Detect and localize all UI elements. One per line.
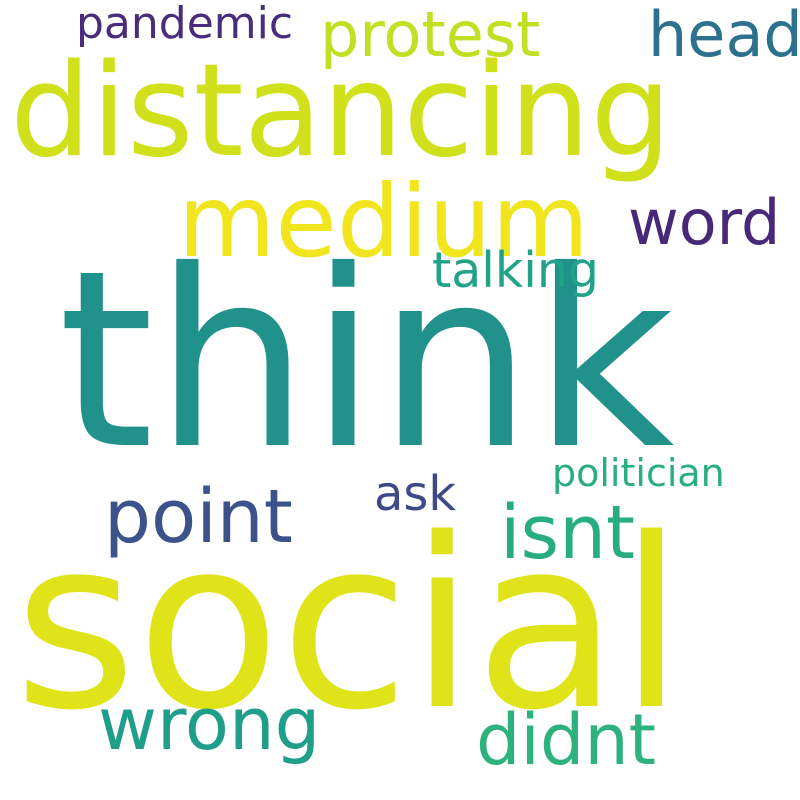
word-talking: talking xyxy=(432,242,600,299)
word-distancing: distancing xyxy=(10,37,672,186)
word-head: head xyxy=(648,0,800,71)
word-isnt: isnt xyxy=(500,490,636,576)
word-didnt: didnt xyxy=(476,699,657,781)
word-word: word xyxy=(628,186,781,259)
word-social: social xyxy=(14,489,685,762)
word-wrong: wrong xyxy=(98,682,321,766)
word-ask: ask xyxy=(374,466,457,522)
word-pandemic: pandemic xyxy=(76,0,294,49)
word-think: think xyxy=(58,218,675,503)
word-politician: politician xyxy=(552,451,725,495)
word-protest: protest xyxy=(320,0,541,71)
word-medium: medium xyxy=(178,163,589,280)
word-point: point xyxy=(104,474,293,560)
